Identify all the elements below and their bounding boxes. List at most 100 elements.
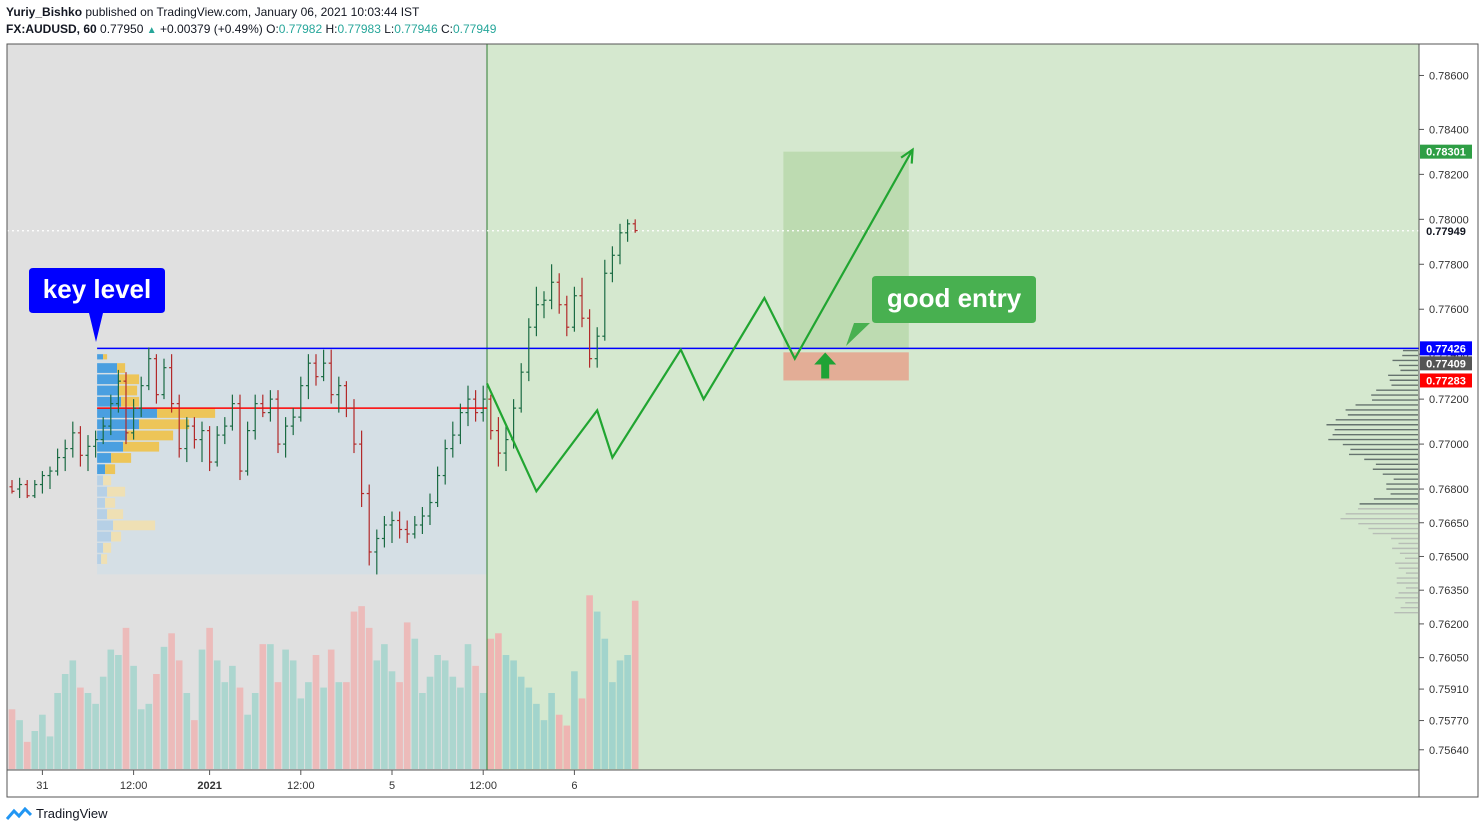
y-tick-label: 0.75910 <box>1429 684 1469 696</box>
price-label-bg <box>1420 341 1472 356</box>
volume-bar <box>92 703 99 769</box>
author-name[interactable]: Yuriy_Bishko <box>6 5 83 19</box>
projection-path[interactable] <box>485 149 914 494</box>
profile-bar-up <box>97 509 108 520</box>
y-tick-label: 0.75640 <box>1429 745 1469 757</box>
key-level-callout[interactable]: key level <box>29 268 165 342</box>
volume-bar <box>274 682 282 769</box>
profile-bar-down <box>157 408 216 418</box>
candle <box>495 417 501 467</box>
candle <box>313 354 319 386</box>
volume-bar <box>297 698 305 769</box>
candle <box>100 417 106 445</box>
volume-bar <box>525 687 533 769</box>
volume-bar <box>153 674 160 769</box>
volume-bar <box>449 676 457 769</box>
candle <box>161 358 167 400</box>
candle <box>260 394 266 418</box>
volume-bar <box>335 682 343 769</box>
candle <box>229 394 235 431</box>
profile-bar-down <box>107 486 126 497</box>
candle <box>351 399 357 454</box>
key-level-bubble <box>29 268 165 342</box>
candle <box>541 291 547 319</box>
candle <box>47 466 53 490</box>
y-tick-label: 0.78600 <box>1429 70 1469 82</box>
volume-bar <box>381 644 388 769</box>
x-tick-label: 2021 <box>197 780 221 792</box>
volume-bar <box>206 627 213 769</box>
volume-bar <box>107 649 115 769</box>
x-tick-label: 31 <box>36 780 48 792</box>
candle <box>359 430 365 508</box>
y-tick-label: 0.77200 <box>1429 394 1469 406</box>
symbol-label[interactable]: FX:AUDUSD, 60 <box>6 22 97 36</box>
profile-bar-down <box>127 430 174 441</box>
tradingview-brand-text: TradingView <box>36 806 108 821</box>
volume-bar <box>548 693 555 769</box>
candle <box>321 349 327 382</box>
candle <box>564 295 570 337</box>
volume-bar <box>540 720 548 769</box>
c-value: 0.77949 <box>453 22 497 36</box>
candle <box>214 426 220 467</box>
candle <box>412 516 418 539</box>
volume-bar <box>213 660 221 769</box>
key-level-label: key level <box>43 274 151 304</box>
volume-bar <box>593 611 601 769</box>
y-tick-label: 0.76200 <box>1429 619 1469 631</box>
volume-bar <box>464 644 472 769</box>
price-label: 0.77283 <box>1426 375 1466 387</box>
x-tick-label: 6 <box>571 780 577 792</box>
candle <box>267 390 273 422</box>
volume-bar <box>426 676 434 769</box>
profile-bar-down <box>121 396 140 407</box>
ohlc-legend: FX:AUDUSD, 60 0.77950 ▲ +0.00379 (+0.49%… <box>6 22 496 36</box>
price-label: 0.78301 <box>1426 147 1466 159</box>
candle <box>473 390 479 422</box>
profile-bar-up <box>97 419 140 430</box>
candle <box>298 376 304 422</box>
candle <box>625 219 631 242</box>
profile-bar-up <box>97 453 112 463</box>
candle <box>176 394 182 458</box>
volume-bar <box>122 627 130 769</box>
profile-bar-down <box>119 374 140 385</box>
volume-bar <box>631 600 639 769</box>
volume-bar <box>259 644 267 769</box>
candle <box>366 484 372 566</box>
candle <box>442 439 448 485</box>
x-tick-label: 5 <box>389 780 395 792</box>
volume-profile-range <box>97 348 488 575</box>
candle <box>518 363 524 413</box>
profile-bar-down <box>105 498 116 508</box>
y-tick-label: 0.76050 <box>1429 653 1469 665</box>
candle <box>419 507 425 534</box>
candle <box>146 347 152 391</box>
profile-bar-up <box>97 430 128 441</box>
time-axis-ticks: 31 12:00 2021 12:00 5 12:00 6 <box>36 770 577 792</box>
volume-bar <box>84 693 92 769</box>
good-entry-callout[interactable]: good entry <box>846 276 1036 346</box>
volume-bar <box>99 676 107 769</box>
profile-bar-down <box>119 385 138 396</box>
profile-bar-down <box>105 464 116 475</box>
volume-bar <box>23 741 31 769</box>
publish-info: Yuriy_Bishko published on TradingView.co… <box>6 5 419 19</box>
volume-bar <box>350 611 358 769</box>
volume-bar <box>305 682 312 769</box>
profile-bar-down <box>113 520 156 531</box>
volume-bar <box>137 709 145 769</box>
profile-bar-up <box>97 374 120 385</box>
price-axis[interactable] <box>1418 43 1479 798</box>
c-label: C: <box>441 22 453 36</box>
candle <box>503 426 509 472</box>
volume-bar <box>502 655 510 769</box>
time-axis[interactable] <box>6 769 1420 798</box>
tradingview-brand[interactable]: TradingView <box>6 806 108 821</box>
candle <box>131 399 137 440</box>
x-tick-label: 12:00 <box>469 780 497 792</box>
candle <box>617 223 623 265</box>
h-label: H: <box>325 22 338 36</box>
